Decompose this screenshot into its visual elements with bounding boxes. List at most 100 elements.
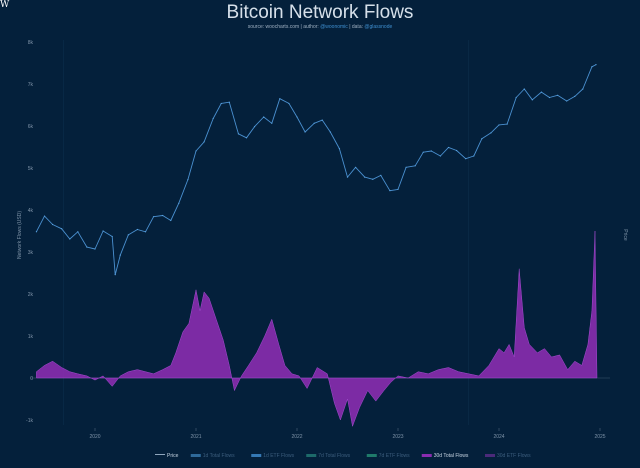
price-point bbox=[144, 231, 147, 233]
price-point bbox=[540, 91, 543, 93]
price-point bbox=[430, 150, 432, 152]
price-point bbox=[346, 176, 349, 178]
legend-item-30d-total-flows[interactable]: 30d Total Flows bbox=[421, 453, 469, 459]
price-point bbox=[203, 141, 205, 143]
data-label: | data: bbox=[349, 24, 363, 30]
price-point bbox=[481, 138, 483, 140]
x-tick-label: 2023 bbox=[392, 434, 403, 440]
y-tick-label: 5k bbox=[28, 166, 34, 172]
y-tick-label: 7k bbox=[28, 82, 34, 88]
y-axis-label-left: Network Flows (USD) bbox=[17, 211, 23, 259]
legend-swatch bbox=[190, 454, 201, 457]
source-label: source: bbox=[247, 24, 265, 30]
legend-label: 1d ETF Flows bbox=[263, 453, 294, 459]
price-point bbox=[152, 216, 155, 218]
legend-label: 1d Total Flows bbox=[203, 453, 235, 459]
price-point bbox=[465, 158, 467, 160]
legend-item-7d-etf-flows[interactable]: 7d ETF Flows bbox=[366, 453, 410, 459]
author-link[interactable]: @woonomic bbox=[320, 24, 348, 30]
price-point bbox=[94, 248, 96, 250]
price-point bbox=[364, 176, 366, 178]
price-point bbox=[380, 174, 382, 176]
price-point bbox=[43, 215, 46, 217]
price-point bbox=[455, 149, 458, 152]
price-point bbox=[237, 133, 240, 135]
x-tick-label: 2021 bbox=[190, 434, 201, 440]
legend-label: 7d ETF Flows bbox=[379, 453, 410, 459]
price-point bbox=[136, 228, 139, 231]
legend-swatch bbox=[306, 454, 317, 457]
price-point bbox=[119, 254, 121, 256]
x-tick-label: 2020 bbox=[89, 434, 100, 440]
price-point bbox=[61, 228, 63, 230]
price-point bbox=[279, 98, 281, 100]
price-point bbox=[405, 166, 407, 168]
price-point bbox=[69, 238, 71, 240]
legend-swatch bbox=[155, 454, 165, 455]
price-point bbox=[245, 137, 248, 139]
y-tick-label: 8k bbox=[28, 40, 34, 46]
y-tick-label: 1k bbox=[28, 334, 34, 340]
legend-label: 30d Total Flows bbox=[434, 453, 469, 459]
price-point bbox=[77, 231, 79, 233]
price-point bbox=[253, 126, 256, 128]
price-point bbox=[422, 151, 424, 153]
price-point bbox=[187, 179, 189, 181]
legend-item-7d-total-flows[interactable]: 7d Total Flows bbox=[306, 453, 351, 459]
legend-swatch bbox=[251, 454, 262, 457]
legend-label: 7d Total Flows bbox=[318, 453, 350, 459]
price-point bbox=[263, 116, 265, 118]
price-point bbox=[354, 166, 357, 168]
price-point bbox=[220, 102, 222, 105]
price-point bbox=[523, 88, 525, 90]
y-tick-label: 6k bbox=[28, 124, 34, 130]
woocharts-logo: W bbox=[0, 0, 10, 10]
price-point bbox=[288, 102, 290, 105]
price-point bbox=[114, 274, 116, 276]
author-label: | author: bbox=[300, 24, 319, 30]
legend-item-1d-etf-flows[interactable]: 1d ETF Flows bbox=[251, 453, 295, 459]
price-point bbox=[162, 214, 164, 217]
price-point bbox=[296, 116, 298, 118]
price-point bbox=[372, 178, 374, 180]
price-point bbox=[127, 234, 129, 236]
flow-area-30d-total bbox=[36, 230, 598, 428]
chart-title: Bitcoin Network Flows bbox=[226, 2, 414, 23]
price-point bbox=[591, 66, 593, 68]
price-point bbox=[338, 147, 341, 150]
price-point bbox=[304, 131, 306, 133]
price-point bbox=[498, 124, 500, 126]
price-point bbox=[321, 119, 323, 121]
price-point bbox=[329, 131, 331, 133]
price-point bbox=[195, 150, 197, 152]
price-point bbox=[531, 99, 533, 101]
price-point bbox=[447, 146, 450, 149]
y-tick-label: 0 bbox=[30, 376, 33, 382]
price-point bbox=[111, 235, 113, 238]
price-point bbox=[228, 101, 230, 103]
price-point bbox=[35, 231, 38, 233]
y-tick-label: 4k bbox=[28, 208, 34, 214]
price-point bbox=[515, 96, 517, 99]
price-point bbox=[582, 88, 584, 90]
y-tick-label: -1k bbox=[26, 418, 33, 424]
price-point bbox=[271, 122, 273, 124]
price-point bbox=[490, 132, 492, 134]
price-point bbox=[86, 246, 88, 248]
price-point bbox=[439, 155, 442, 157]
y-tick-label: 2k bbox=[28, 292, 34, 298]
price-point bbox=[548, 96, 551, 99]
chart-subtitle: source: woocharts.com | author: @woonomi… bbox=[0, 24, 640, 30]
data-link[interactable]: @glassnode bbox=[364, 24, 393, 30]
legend-item-30d-etf-flows[interactable]: 30d ETF Flows bbox=[485, 453, 531, 459]
legend-label: 30d ETF Flows bbox=[497, 453, 531, 459]
x-tick-label: 2025 bbox=[594, 434, 605, 440]
legend-item-1d-total-flows[interactable]: 1d Total Flows bbox=[190, 453, 235, 459]
y-tick-label: 3k bbox=[28, 250, 34, 256]
price-point bbox=[212, 117, 214, 120]
price-point bbox=[313, 122, 315, 124]
legend-swatch bbox=[485, 454, 495, 457]
price-point bbox=[574, 95, 576, 98]
legend-item-price[interactable]: Price bbox=[155, 453, 179, 459]
